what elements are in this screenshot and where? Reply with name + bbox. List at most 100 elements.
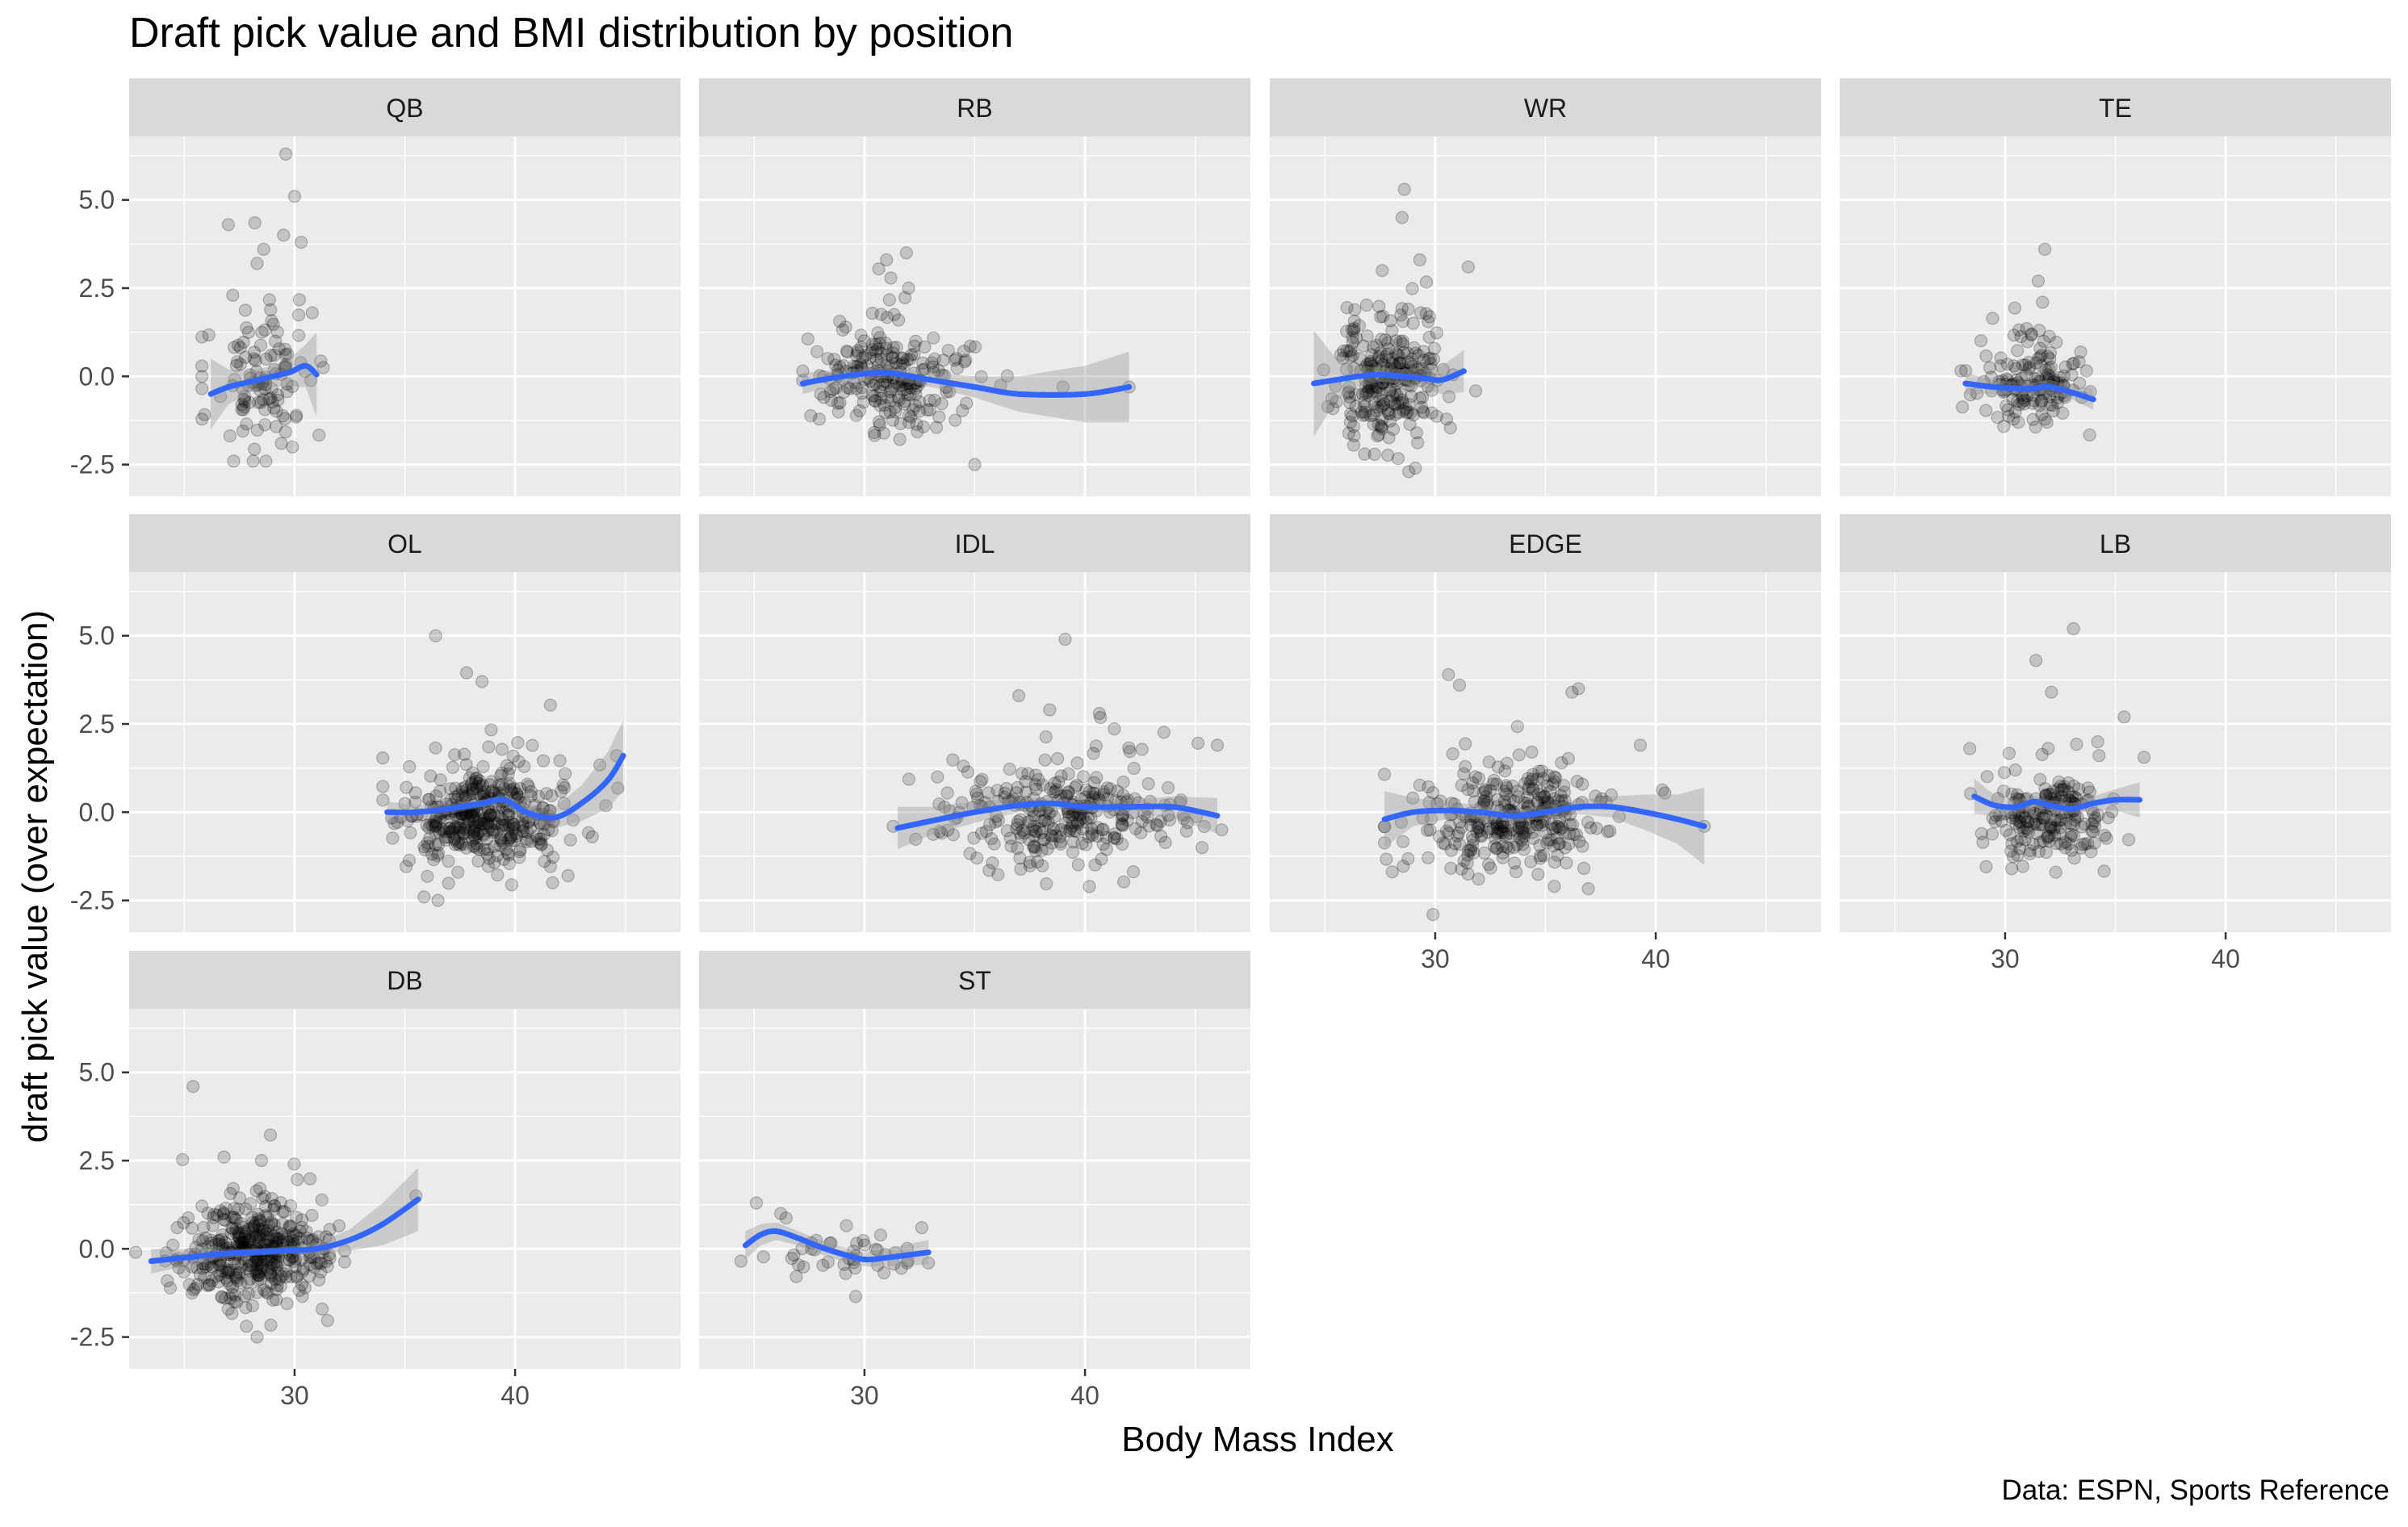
data-point — [264, 1268, 278, 1282]
data-point — [1347, 314, 1362, 328]
data-point — [211, 1257, 225, 1271]
data-point — [1049, 783, 1063, 797]
data-point — [428, 819, 442, 833]
data-point — [1115, 817, 1129, 831]
data-point — [2012, 398, 2026, 412]
data-point — [502, 818, 516, 832]
facet-label: LB — [2100, 529, 2131, 559]
data-point — [1049, 784, 1062, 799]
data-point — [484, 775, 499, 789]
data-point — [929, 420, 944, 434]
data-point — [827, 353, 841, 366]
data-point — [205, 1236, 219, 1250]
data-point — [2031, 274, 2045, 288]
data-point — [2043, 390, 2057, 404]
data-point — [1349, 400, 1363, 413]
data-point — [928, 352, 941, 366]
data-point — [484, 808, 497, 822]
data-point — [1090, 771, 1103, 784]
data-point — [265, 382, 278, 395]
data-point — [1344, 343, 1358, 357]
data-point — [264, 1261, 278, 1275]
data-point — [258, 418, 272, 432]
data-point — [935, 826, 949, 840]
data-point — [253, 1222, 266, 1236]
data-point — [1063, 824, 1077, 838]
data-point — [454, 836, 468, 850]
data-point — [2011, 848, 2025, 862]
data-point — [478, 784, 492, 799]
data-point — [1411, 436, 1425, 450]
panel-contents — [699, 136, 1250, 496]
data-point — [1413, 306, 1428, 320]
data-point — [490, 826, 504, 839]
data-point — [231, 338, 245, 352]
data-point — [312, 1273, 326, 1287]
data-point — [1363, 409, 1377, 423]
data-point — [2016, 860, 2029, 873]
data-point — [227, 454, 241, 468]
data-point — [1000, 369, 1014, 383]
data-point — [1099, 843, 1113, 856]
data-point — [1963, 742, 1977, 755]
data-point — [1370, 380, 1384, 394]
data-point — [1095, 852, 1108, 866]
data-point — [824, 393, 838, 407]
data-point — [287, 1254, 301, 1269]
data-point — [1541, 833, 1556, 847]
data-point — [1179, 824, 1194, 838]
data-point — [495, 777, 509, 792]
data-point — [894, 1261, 908, 1275]
data-point — [453, 811, 467, 825]
data-point — [278, 425, 292, 439]
data-point — [532, 832, 547, 846]
data-point — [516, 824, 530, 838]
data-point — [1530, 772, 1544, 786]
data-point — [1997, 766, 2012, 780]
data-point — [250, 1267, 264, 1281]
data-point — [1088, 858, 1102, 872]
data-point — [462, 813, 475, 826]
data-point — [1405, 282, 1419, 295]
data-point — [278, 1205, 291, 1219]
data-point — [182, 1278, 196, 1291]
data-point — [2027, 394, 2041, 408]
data-point — [252, 1269, 266, 1282]
data-point — [880, 311, 894, 324]
data-point — [903, 381, 918, 395]
data-point — [1422, 310, 1437, 324]
data-point — [937, 800, 952, 814]
data-point — [500, 846, 514, 860]
data-point — [314, 354, 328, 368]
data-point — [207, 1211, 220, 1224]
data-point — [865, 337, 879, 351]
data-point — [1467, 846, 1480, 860]
data-point — [873, 337, 887, 350]
data-point — [1083, 785, 1096, 799]
data-point — [898, 358, 911, 372]
data-point — [161, 1274, 174, 1288]
data-point — [1150, 818, 1164, 833]
data-point — [404, 826, 417, 840]
data-point — [2002, 409, 2016, 423]
data-point — [465, 784, 480, 797]
facet-strip — [699, 78, 1250, 136]
data-point — [505, 783, 518, 797]
data-point — [876, 378, 890, 391]
data-point — [492, 778, 506, 792]
data-point — [1344, 407, 1358, 421]
data-point — [886, 341, 900, 354]
data-point — [186, 1080, 200, 1094]
data-point — [810, 345, 824, 358]
data-point — [868, 389, 882, 403]
data-point — [1446, 747, 1459, 761]
data-point — [893, 433, 907, 446]
data-point — [2046, 404, 2060, 418]
data-point — [316, 361, 330, 374]
data-point — [251, 1258, 265, 1272]
data-point — [1422, 330, 1436, 344]
data-point — [1514, 821, 1528, 835]
data-point — [890, 376, 904, 390]
data-point — [462, 826, 475, 839]
data-point — [833, 315, 847, 328]
